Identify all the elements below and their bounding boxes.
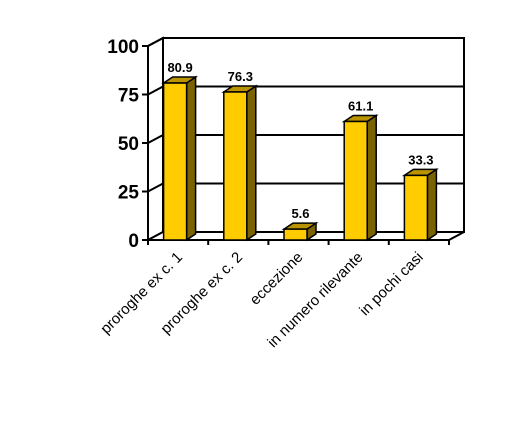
bar-side (246, 84, 257, 242)
bar-side (366, 114, 377, 242)
gridline-left (147, 85, 164, 96)
bar-side (426, 167, 438, 242)
bar-side (185, 75, 197, 242)
bar (343, 120, 368, 241)
bar (283, 228, 308, 241)
data-label: 5.6 (291, 206, 309, 221)
y-tick-label: 0 (128, 231, 139, 252)
gridline-left (147, 134, 164, 144)
bar (162, 82, 188, 241)
y-tick-label: 75 (118, 86, 140, 107)
bar (403, 174, 429, 241)
bar (223, 91, 248, 241)
y-tick-label: 100 (107, 37, 139, 58)
data-label: 80.9 (167, 60, 192, 75)
y-tick-label: 50 (118, 134, 139, 155)
x-category-label: in pochi casi (356, 249, 426, 319)
gridline-left (147, 37, 164, 47)
y-tick-label: 25 (118, 183, 140, 204)
data-label: 61.1 (348, 98, 373, 113)
data-label: 33.3 (408, 152, 433, 167)
data-label: 76.3 (228, 69, 253, 84)
x-category-label: eccezione (247, 249, 307, 309)
gridline-left (147, 182, 164, 193)
